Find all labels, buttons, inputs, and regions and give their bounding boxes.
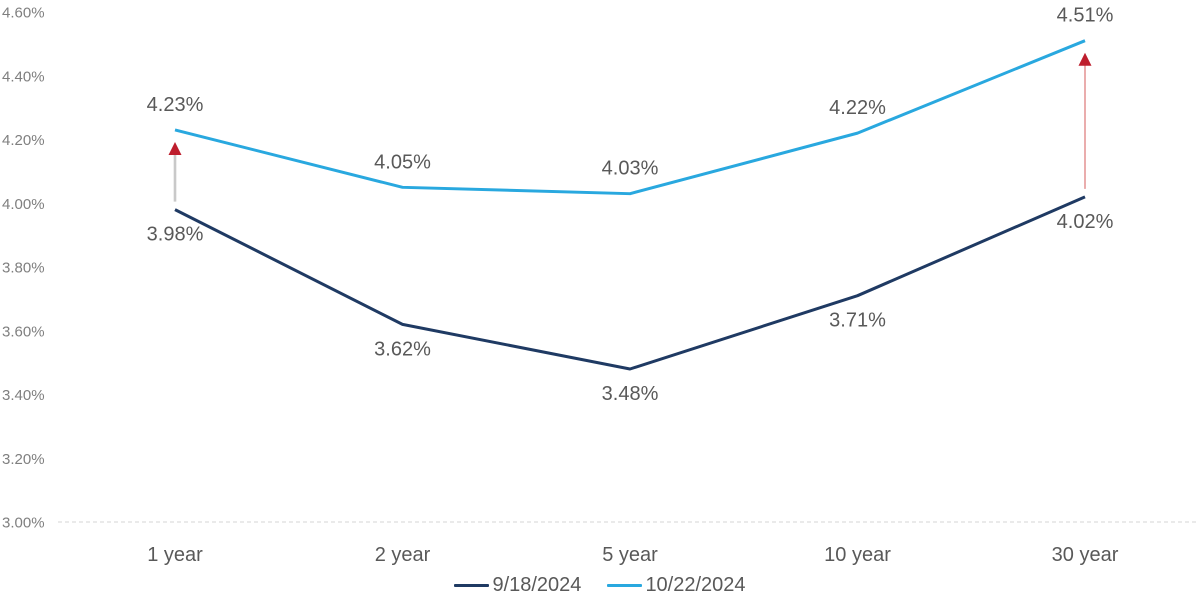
legend-swatch (607, 583, 643, 587)
y-tick-label: 4.00% (2, 196, 45, 213)
legend-swatch (454, 583, 490, 587)
data-label: 3.98% (147, 224, 204, 246)
data-label: 4.51% (1057, 5, 1114, 27)
x-category-label: 2 year (375, 544, 431, 566)
y-tick-label: 4.40% (2, 68, 45, 85)
arrow-head (1078, 52, 1092, 66)
x-category-label: 1 year (147, 544, 203, 566)
legend-label: 9/18/2024 (492, 574, 582, 596)
x-category-label: 5 year (602, 544, 658, 566)
x-category-label: 30 year (1052, 544, 1119, 566)
legend-item: 10/22/2024 (607, 574, 746, 596)
x-axis-category-labels: 1 year 2 year 5 year 10 year 30 year (147, 544, 1118, 566)
data-label: 4.02% (1057, 211, 1114, 233)
chart-legend: 9/18/2024 10/22/2024 (0, 570, 1200, 600)
data-label: 4.05% (374, 151, 431, 173)
y-axis-tick-labels: 3.00% 3.20% 3.40% 3.60% 3.80% 4.00% 4.20% 4.40%… (2, 5, 45, 532)
chart-canvas: 3.00% 3.20% 3.40% 3.60% 3.80% 4.00% 4.20% 4.40%… (2, 5, 1196, 566)
data-label: 4.22% (829, 97, 886, 119)
data-label: 3.48% (602, 383, 659, 405)
legend-label: 10/22/2024 (645, 574, 746, 596)
y-tick-label: 3.00% (2, 515, 45, 532)
series-line-1 (174, 39, 1086, 196)
y-tick-label: 3.40% (2, 387, 45, 404)
legend-item: 9/18/2024 (454, 575, 581, 595)
y-tick-label: 3.20% (2, 451, 45, 468)
series-lines (174, 39, 1086, 371)
data-label: 3.62% (374, 338, 431, 360)
x-category-label: 10 year (824, 544, 891, 566)
data-label: 4.03% (602, 158, 659, 180)
y-tick-label: 4.60% (2, 5, 45, 22)
series-line-0 (174, 195, 1086, 371)
data-label: 3.71% (829, 310, 886, 332)
y-tick-label: 3.60% (2, 323, 45, 340)
y-tick-label: 4.20% (2, 132, 45, 149)
data-labels: 3.98% 3.62% 3.48% 3.71% 4.02% 4.23% 4.05% 4.03%… (147, 5, 1114, 405)
arrow-head (168, 141, 182, 155)
y-tick-label: 3.80% (2, 260, 45, 277)
increase-arrows (168, 52, 1092, 202)
data-label: 4.23% (147, 94, 204, 116)
